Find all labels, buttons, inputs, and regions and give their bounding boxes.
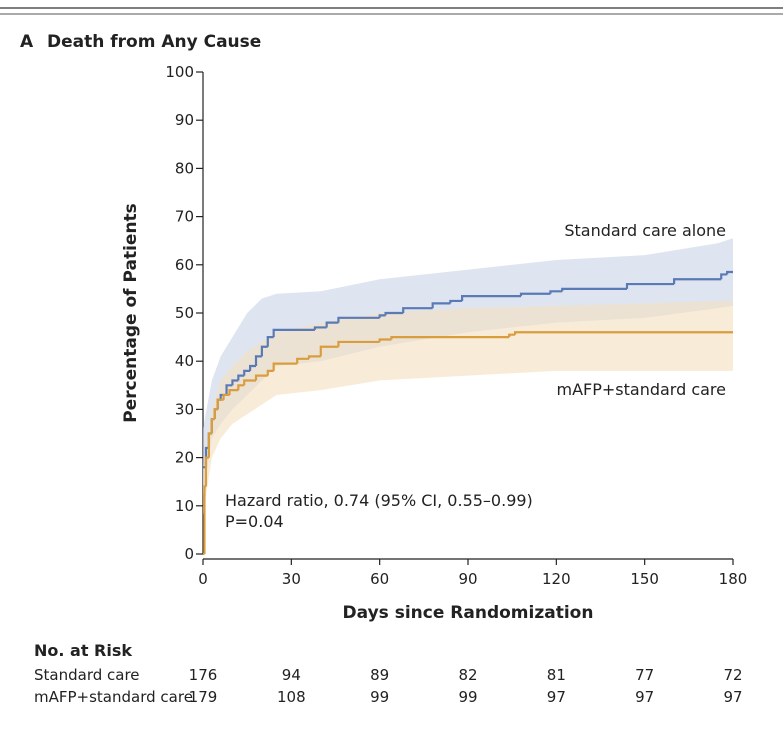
risk-count: 99 (370, 688, 390, 706)
x-tick-label: 120 (542, 570, 571, 588)
step-segment (378, 314, 386, 318)
step-segment (384, 311, 404, 316)
step-segment (390, 336, 510, 340)
step-segment (266, 336, 274, 347)
y-axis-label: Percentage of Patients (121, 203, 141, 423)
step-segment (249, 364, 256, 371)
x-axis-label: Days since Randomization (343, 603, 594, 623)
ci-band (203, 238, 733, 497)
step-segment (231, 379, 239, 386)
chart: A Death from Any Cause Days since Random… (0, 7, 783, 623)
risk-title: No. at Risk (34, 641, 133, 660)
step-segment (237, 384, 245, 391)
step-segment (720, 273, 728, 280)
y-tick-label: 100 (165, 63, 194, 81)
risk-count: 179 (188, 688, 218, 706)
y-tick-label: 70 (175, 208, 194, 226)
step-segment (272, 328, 315, 338)
risk-count: 176 (188, 666, 218, 684)
step-segment (431, 302, 451, 309)
risk-count: 97 (723, 688, 743, 706)
y-tick-label: 20 (175, 449, 194, 467)
y-tick-label: 40 (175, 352, 194, 370)
annotation: P=0.04 (225, 512, 284, 531)
x-tick-label: 180 (719, 570, 748, 588)
step-segment (272, 362, 298, 371)
y-tick-label: 60 (175, 256, 194, 274)
step-segment (449, 299, 463, 304)
y-tick-label: 50 (175, 304, 194, 322)
step-segment (216, 398, 224, 410)
step-segment (254, 374, 268, 381)
step-segment (673, 278, 722, 285)
step-segment (260, 345, 268, 357)
risk-count: 81 (546, 666, 566, 684)
series-label: mAFP+standard care (556, 380, 726, 399)
step-segment (508, 333, 516, 338)
series-label: Standard care alone (564, 221, 726, 240)
step-segment (243, 369, 251, 376)
step-segment (402, 307, 433, 313)
step-segment (266, 369, 274, 376)
step-segment (726, 270, 733, 275)
step-segment (461, 295, 521, 301)
step-segment (225, 384, 233, 395)
ci-band (203, 300, 733, 516)
risk-count: 89 (370, 666, 390, 684)
step-segment (519, 292, 551, 297)
risk-count: 108 (277, 688, 306, 706)
step-segment (514, 331, 733, 335)
y-tick-label: 30 (175, 400, 194, 418)
x-tick-label: 90 (458, 570, 477, 588)
step-segment (222, 393, 230, 400)
step-segment (319, 345, 339, 357)
step-segment (325, 321, 339, 328)
step-segment (228, 389, 239, 395)
risk-table: No. at Risk Standard care 176 94 89 82 81 77 72… (0, 636, 783, 746)
step-segment (549, 290, 563, 294)
step-segment (296, 357, 309, 364)
risk-count: 82 (458, 666, 478, 684)
panel-label: A (20, 32, 34, 52)
risk-row-label: Standard care (34, 666, 140, 684)
step-segment (237, 374, 245, 381)
step-segment (254, 355, 262, 367)
step-segment (378, 338, 392, 342)
step-segment (625, 282, 675, 289)
y-tick-label: 80 (175, 159, 194, 177)
risk-count: 72 (723, 666, 743, 684)
risk-count: 99 (458, 688, 478, 706)
risk-count: 97 (635, 688, 655, 706)
risk-count: 97 (546, 688, 566, 706)
x-tick-label: 0 (198, 570, 208, 588)
x-tick-label: 30 (282, 570, 301, 588)
risk-row-label: mAFP+standard care (34, 688, 193, 706)
y-tick-label: 10 (175, 497, 194, 515)
step-segment (337, 340, 380, 347)
step-segment (561, 287, 627, 292)
x-tick-label: 60 (370, 570, 389, 588)
y-tick-label: 90 (175, 111, 194, 129)
step-segment (307, 355, 321, 359)
step-segment (313, 326, 327, 330)
annotation: Hazard ratio, 0.74 (95% CI, 0.55–0.99) (225, 491, 533, 510)
step-segment (337, 316, 380, 323)
y-tick-label: 0 (184, 545, 194, 563)
risk-count: 94 (281, 666, 301, 684)
x-tick-label: 150 (630, 570, 659, 588)
chart-title: Death from Any Cause (47, 32, 261, 52)
step-segment (243, 379, 256, 386)
risk-count: 77 (635, 666, 655, 684)
